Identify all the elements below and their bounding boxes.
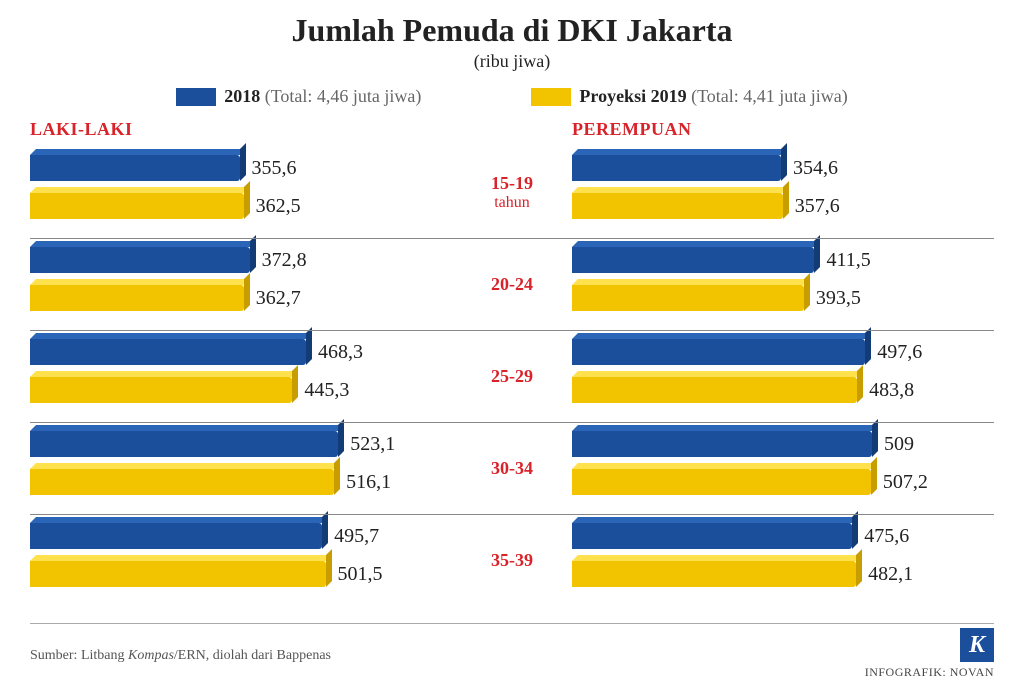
chart-subtitle: (ribu jiwa) (30, 51, 994, 72)
bar-group-left: 355,6 362,5 (30, 146, 452, 238)
bar-a: 509 (572, 428, 994, 460)
bar-value: 468,3 (318, 341, 363, 364)
bar-b: 483,8 (572, 374, 994, 406)
brand-logo: K (960, 628, 994, 662)
age-label: 20-24 (452, 239, 572, 331)
right-column-header: PEREMPUAN (572, 119, 994, 140)
bar-b: 501,5 (30, 558, 452, 590)
bar-group-right: 411,5 393,5 (572, 238, 994, 330)
bar-b: 445,3 (30, 374, 452, 406)
bar-value: 516,1 (346, 471, 391, 494)
bar-value: 355,6 (252, 157, 297, 180)
bar-value: 523,1 (350, 433, 395, 456)
age-label: 30-34 (452, 423, 572, 515)
bar-value: 483,8 (869, 379, 914, 402)
bar-b: 393,5 (572, 282, 994, 314)
bar-a: 468,3 (30, 336, 452, 368)
bar-value: 354,6 (793, 157, 838, 180)
bar-b: 516,1 (30, 466, 452, 498)
legend-item-2019: Proyeksi 2019 (Total: 4,41 juta jiwa) (531, 86, 847, 107)
age-label: 15-19tahun (452, 147, 572, 239)
bar-value: 509 (884, 433, 914, 456)
group-divider (30, 238, 994, 239)
group-divider (30, 330, 994, 331)
bar-group-left: 372,8 362,7 (30, 238, 452, 330)
bar-b: 357,6 (572, 190, 994, 222)
bar-value: 362,7 (256, 287, 301, 310)
legend-swatch-2018 (176, 88, 216, 106)
bar-a: 372,8 (30, 244, 452, 276)
bar-a: 495,7 (30, 520, 452, 552)
bar-value: 482,1 (868, 563, 913, 586)
age-column: 15-19tahun20-2425-2930-3435-39 (452, 119, 572, 607)
bar-group-right: 509 507,2 (572, 422, 994, 514)
bar-group-right: 475,6 482,1 (572, 514, 994, 606)
source-text: Sumber: Litbang Kompas/ERN, diolah dari … (30, 648, 331, 664)
bar-b: 362,7 (30, 282, 452, 314)
age-label: 25-29 (452, 331, 572, 423)
group-divider (30, 514, 994, 515)
bar-value: 497,6 (877, 341, 922, 364)
bar-value: 495,7 (334, 525, 379, 548)
bar-a: 411,5 (572, 244, 994, 276)
legend-swatch-2019 (531, 88, 571, 106)
legend-item-2018: 2018 (Total: 4,46 juta jiwa) (176, 86, 421, 107)
bar-b: 362,5 (30, 190, 452, 222)
legend: 2018 (Total: 4,46 juta jiwa) Proyeksi 20… (30, 86, 994, 107)
bar-a: 497,6 (572, 336, 994, 368)
bar-value: 393,5 (816, 287, 861, 310)
left-column-header: LAKI-LAKI (30, 119, 452, 140)
bar-a: 355,6 (30, 152, 452, 184)
bar-value: 411,5 (826, 249, 870, 272)
bar-a: 523,1 (30, 428, 452, 460)
bar-group-left: 468,3 445,3 (30, 330, 452, 422)
bar-group-right: 354,6 357,6 (572, 146, 994, 238)
divider (30, 623, 994, 624)
group-divider (30, 422, 994, 423)
bar-a: 354,6 (572, 152, 994, 184)
bar-value: 357,6 (795, 195, 840, 218)
bar-value: 362,5 (256, 195, 301, 218)
bar-b: 482,1 (572, 558, 994, 590)
credit-text: INFOGRAFIK: NOVAN (865, 665, 994, 680)
bar-b: 507,2 (572, 466, 994, 498)
bar-value: 372,8 (262, 249, 307, 272)
age-label: 35-39 (452, 515, 572, 607)
bar-group-left: 495,7 501,5 (30, 514, 452, 606)
bar-value: 475,6 (864, 525, 909, 548)
bar-a: 475,6 (572, 520, 994, 552)
bar-group-left: 523,1 516,1 (30, 422, 452, 514)
bar-group-right: 497,6 483,8 (572, 330, 994, 422)
bar-value: 507,2 (883, 471, 928, 494)
chart-title: Jumlah Pemuda di DKI Jakarta (30, 12, 994, 49)
bar-value: 445,3 (304, 379, 349, 402)
bar-value: 501,5 (338, 563, 383, 586)
